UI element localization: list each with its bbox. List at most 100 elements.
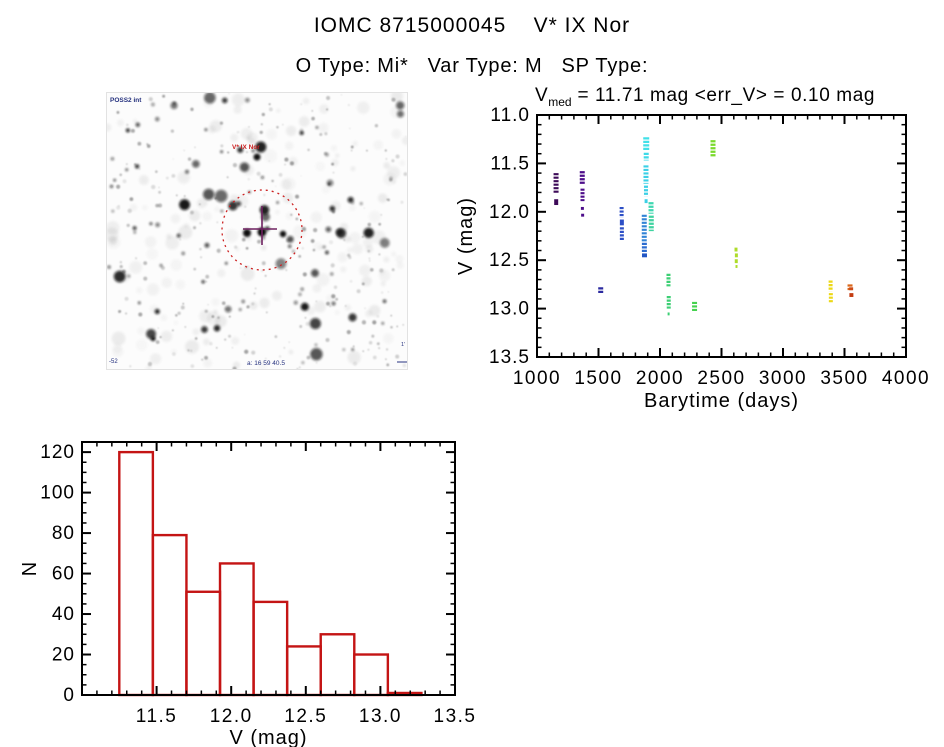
- faint-star: [241, 237, 246, 242]
- faint-star: [282, 124, 284, 126]
- faint-star: [283, 347, 286, 349]
- faint-star: [248, 126, 250, 128]
- faint-star: [116, 184, 121, 189]
- star: [170, 102, 178, 110]
- faint-star: [135, 257, 138, 260]
- faint-star: [396, 325, 399, 328]
- background-noise: [129, 203, 138, 212]
- background-noise: [174, 321, 178, 325]
- y-axis-label: N: [19, 561, 41, 576]
- faint-star: [119, 261, 123, 264]
- faint-star: [139, 168, 141, 170]
- faint-star: [171, 173, 176, 178]
- faint-star: [224, 338, 227, 341]
- faint-star: [126, 223, 130, 227]
- faint-star: [299, 325, 303, 328]
- background-noise: [203, 358, 213, 368]
- faint-star: [190, 210, 194, 215]
- page-title: IOMC 8715000045 V* IX Nor: [313, 14, 631, 37]
- background-noise: [136, 339, 148, 351]
- faint-star: [295, 217, 299, 221]
- faint-star: [361, 282, 365, 286]
- background-noise: [346, 247, 353, 254]
- faint-star: [271, 179, 274, 183]
- faint-star: [246, 305, 250, 309]
- faint-star: [253, 292, 256, 295]
- faint-star: [299, 366, 301, 369]
- x-tick-label: 3500: [820, 368, 868, 389]
- faint-star: [347, 104, 350, 107]
- background-noise: [316, 273, 330, 287]
- x-tick-label: 13.0: [359, 706, 402, 727]
- star: [299, 130, 304, 135]
- background-noise: [288, 349, 294, 355]
- faint-star: [395, 354, 400, 359]
- star: [110, 184, 113, 188]
- faint-star: [158, 186, 160, 189]
- star: [286, 235, 294, 243]
- faint-star: [162, 94, 166, 98]
- histogram-bar: [252, 600, 289, 697]
- background-noise: [202, 338, 210, 346]
- faint-star: [254, 287, 257, 290]
- star: [176, 233, 181, 238]
- faint-star: [268, 103, 271, 106]
- faint-star: [194, 337, 198, 340]
- faint-star: [155, 203, 159, 208]
- background-noise: [230, 133, 239, 142]
- star-field: [107, 93, 407, 369]
- star: [245, 97, 250, 103]
- faint-star: [231, 347, 234, 349]
- star: [241, 299, 245, 303]
- star: [255, 141, 267, 153]
- background-noise: [315, 162, 325, 172]
- faint-star: [288, 341, 290, 343]
- faint-star: [199, 247, 202, 251]
- faint-star: [180, 305, 185, 310]
- star: [238, 308, 242, 311]
- star: [228, 201, 238, 211]
- faint-star: [387, 291, 390, 293]
- y-tick-label: 40: [52, 604, 75, 625]
- faint-star: [315, 362, 318, 364]
- faint-star: [367, 348, 370, 351]
- star: [155, 117, 160, 122]
- background-noise: [264, 149, 278, 163]
- star: [325, 152, 329, 157]
- background-noise: [231, 93, 245, 107]
- faint-star: [204, 355, 208, 360]
- faint-star: [217, 316, 220, 319]
- faint-star: [387, 198, 390, 202]
- faint-star: [276, 125, 279, 129]
- star: [224, 305, 232, 313]
- faint-star: [190, 349, 193, 352]
- histogram-bar: [151, 533, 188, 697]
- x-tick-label: 12.0: [210, 706, 253, 727]
- faint-star: [261, 261, 266, 266]
- faint-star: [133, 99, 135, 101]
- star: [204, 242, 210, 248]
- faint-star: [329, 305, 332, 308]
- background-noise: [282, 192, 294, 204]
- faint-star: [402, 363, 407, 368]
- vmed-symbol: V: [534, 85, 549, 106]
- faint-star: [251, 350, 256, 355]
- faint-star: [385, 348, 389, 351]
- faint-star: [289, 161, 295, 166]
- faint-star: [116, 205, 121, 210]
- faint-star: [295, 194, 300, 199]
- faint-star: [326, 301, 330, 306]
- background-noise: [395, 255, 404, 263]
- faint-star: [124, 296, 129, 301]
- background-noise: [183, 222, 190, 229]
- star: [382, 299, 387, 303]
- background-noise: [322, 186, 330, 194]
- faint-star: [155, 170, 158, 173]
- background-noise: [347, 350, 361, 365]
- x-axis-label: Barytime (days): [644, 390, 799, 412]
- faint-star: [350, 145, 354, 149]
- background-noise: [352, 140, 358, 147]
- faint-star: [200, 256, 202, 259]
- faint-star: [310, 239, 315, 243]
- background-noise: [259, 297, 270, 309]
